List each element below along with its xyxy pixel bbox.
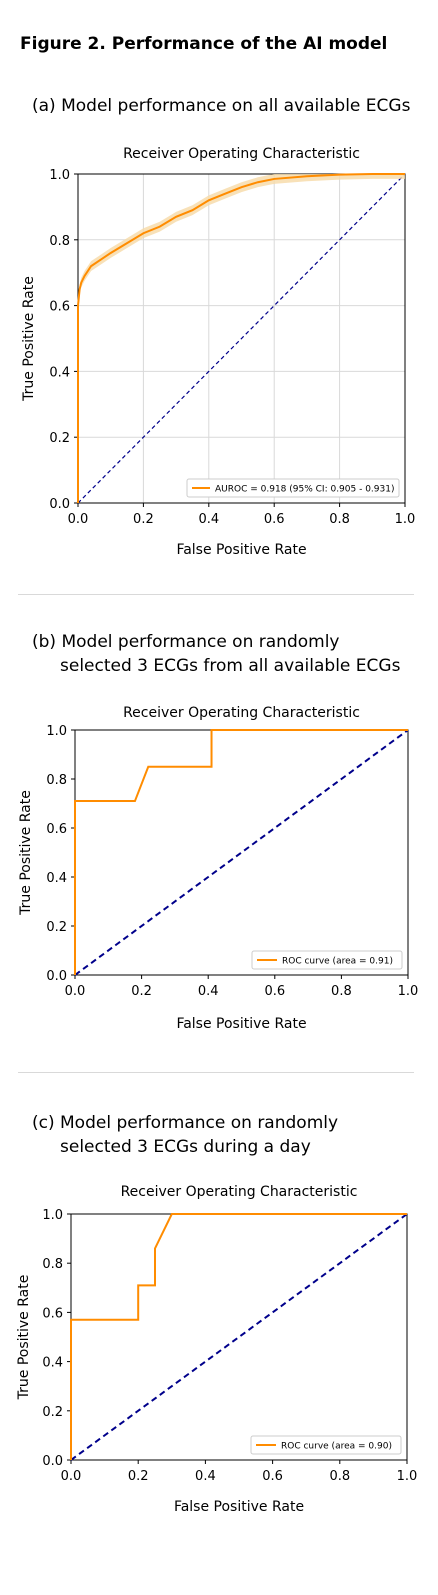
y-tick-label: 0.6 bbox=[49, 300, 70, 315]
chance-diagonal-line bbox=[74, 729, 409, 976]
legend-label: ROC curve (area = 0.90) bbox=[281, 1442, 392, 1452]
roc-chart-a: Receiver Operating Characteristic 0.0 0.2 0… bbox=[21, 146, 416, 558]
legend-label: ROC curve (area = 0.91) bbox=[282, 957, 393, 967]
x-tick-label: 1.0 bbox=[397, 1469, 418, 1484]
x-tick-label: 0.0 bbox=[65, 984, 86, 999]
figure-title: Figure 2. Performance of the AI model bbox=[20, 34, 388, 54]
y-tick-label: 0.0 bbox=[46, 969, 67, 984]
y-tick-label: 0.8 bbox=[49, 234, 70, 249]
roc-chart-c: Receiver Operating Characteristic 0.0 0.2 0… bbox=[16, 1184, 418, 1515]
chart-title: Receiver Operating Characteristic bbox=[121, 1184, 358, 1200]
legend-box bbox=[251, 950, 403, 970]
y-tick-label: 1.0 bbox=[46, 724, 67, 739]
panel-b-title-line1: (b) Model performance on randomly bbox=[32, 632, 340, 652]
x-tick-label: 0.6 bbox=[264, 512, 285, 527]
panel-b-title: (b) Model performance on randomly select… bbox=[32, 630, 400, 678]
x-axis-label: False Positive Rate bbox=[176, 1016, 306, 1032]
legend-label: AUROC = 0.918 (95% CI: 0.905 - 0.931) bbox=[215, 485, 394, 495]
x-tick-label: 0.8 bbox=[329, 512, 350, 527]
roc-chart-b: Receiver Operating Characteristic 0.0 0.2 0… bbox=[18, 705, 419, 1032]
legend-box bbox=[250, 1435, 402, 1455]
y-tick-label: 0.2 bbox=[42, 1405, 63, 1420]
y-axis-label: True Positive Rate bbox=[16, 1275, 32, 1401]
panel-c-title-line1: (c) Model performance on randomly bbox=[32, 1113, 339, 1133]
x-tick-label: 0.4 bbox=[195, 1469, 216, 1484]
y-tick-label: 0.0 bbox=[49, 497, 70, 512]
x-tick-label: 0.2 bbox=[128, 1469, 149, 1484]
y-axis-label: True Positive Rate bbox=[18, 790, 34, 916]
y-axis-label: True Positive Rate bbox=[21, 276, 37, 402]
chart-title: Receiver Operating Characteristic bbox=[123, 705, 360, 721]
chance-diagonal-line bbox=[77, 173, 406, 504]
x-tick-label: 1.0 bbox=[398, 984, 419, 999]
y-tick-label: 0.6 bbox=[42, 1306, 63, 1321]
y-tick-label: 1.0 bbox=[42, 1208, 63, 1223]
y-tick-label: 0.2 bbox=[49, 431, 70, 446]
legend-box bbox=[186, 478, 400, 498]
y-tick-label: 0.2 bbox=[46, 920, 67, 935]
x-tick-label: 0.6 bbox=[264, 984, 285, 999]
x-tick-label: 1.0 bbox=[395, 512, 416, 527]
y-tick-label: 0.4 bbox=[46, 871, 67, 886]
roc-curve-line bbox=[77, 173, 405, 503]
x-axis-label: False Positive Rate bbox=[176, 542, 306, 558]
x-tick-label: 0.8 bbox=[331, 984, 352, 999]
x-axis-label: False Positive Rate bbox=[174, 1499, 304, 1515]
divider-2 bbox=[18, 1072, 414, 1073]
x-tick-label: 0.0 bbox=[61, 1469, 82, 1484]
x-tick-label: 0.4 bbox=[198, 512, 219, 527]
x-tick-label: 0.0 bbox=[68, 512, 89, 527]
panel-a-title: (a) Model performance on all available E… bbox=[32, 94, 410, 118]
panel-c-title-line2: selected 3 ECGs during a day bbox=[60, 1137, 311, 1157]
y-tick-label: 0.4 bbox=[49, 365, 70, 380]
y-tick-label: 0.8 bbox=[46, 773, 67, 788]
y-tick-label: 1.0 bbox=[49, 168, 70, 183]
x-tick-label: 0.2 bbox=[133, 512, 154, 527]
x-tick-label: 0.6 bbox=[262, 1469, 283, 1484]
x-tick-label: 0.4 bbox=[198, 984, 219, 999]
x-tick-label: 0.2 bbox=[131, 984, 152, 999]
y-tick-label: 0.8 bbox=[42, 1257, 63, 1272]
y-tick-label: 0.4 bbox=[42, 1356, 63, 1371]
chance-diagonal-line bbox=[70, 1213, 408, 1461]
panel-b-title-line2: selected 3 ECGs from all available ECGs bbox=[60, 656, 401, 676]
panel-c-title: (c) Model performance on randomly select… bbox=[32, 1111, 338, 1159]
roc-curve-line bbox=[70, 1213, 407, 1460]
divider-1 bbox=[18, 594, 414, 595]
y-tick-label: 0.6 bbox=[46, 822, 67, 837]
panel-a-title-line1: (a) Model performance on all available E… bbox=[32, 96, 411, 116]
x-tick-label: 0.8 bbox=[329, 1469, 350, 1484]
roc-curve-line bbox=[74, 729, 408, 975]
y-tick-label: 0.0 bbox=[42, 1454, 63, 1469]
chart-title: Receiver Operating Characteristic bbox=[123, 146, 360, 162]
